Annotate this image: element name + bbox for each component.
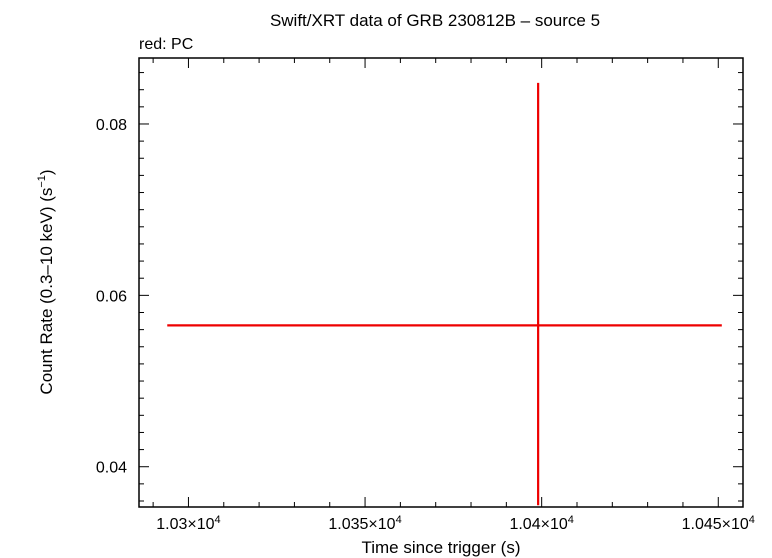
y-tick-label: 0.08	[96, 117, 127, 134]
y-tick-label: 0.04	[96, 460, 127, 477]
x-tick-exponent: 4	[749, 514, 755, 526]
x-tick-label: 1.035×104	[328, 514, 401, 533]
x-tick-label: 1.045×104	[682, 514, 755, 533]
plot-frame	[138, 57, 744, 508]
chart-subtitle: red: PC	[139, 36, 193, 53]
x-tick-mantissa: 1.045×10	[682, 516, 749, 533]
x-tick-mantissa: 1.035×10	[328, 516, 395, 533]
x-tick-mantissa: 1.04×10	[509, 516, 567, 533]
chart-title: Swift/XRT data of GRB 230812B – source 5	[270, 11, 600, 30]
y-tick-label: 0.06	[96, 288, 127, 305]
data-layer	[167, 82, 722, 506]
x-tick-exponent: 4	[568, 514, 574, 526]
y-axis-label-end: )	[37, 169, 56, 175]
x-tick-label: 1.03×104	[156, 514, 220, 533]
x-tick-exponent: 4	[215, 514, 221, 526]
x-tick-labels: 1.03×104 1.035×104 1.04×104 1.045×104	[156, 514, 755, 533]
x-axis-label: Time since trigger (s)	[361, 538, 520, 557]
x-tick-label: 1.04×104	[509, 514, 573, 533]
y-axis-label: Count Rate (0.3–10 keV) (s−1)	[36, 169, 56, 394]
y-axis-label-main: Count Rate (0.3–10 keV) (s	[37, 188, 56, 395]
x-tick-exponent: 4	[396, 514, 402, 526]
y-axis-label-exponent: −1	[36, 175, 48, 188]
tick-marks	[139, 58, 743, 507]
y-tick-labels: 0.04 0.06 0.08	[96, 117, 127, 477]
x-tick-mantissa: 1.03×10	[156, 516, 214, 533]
